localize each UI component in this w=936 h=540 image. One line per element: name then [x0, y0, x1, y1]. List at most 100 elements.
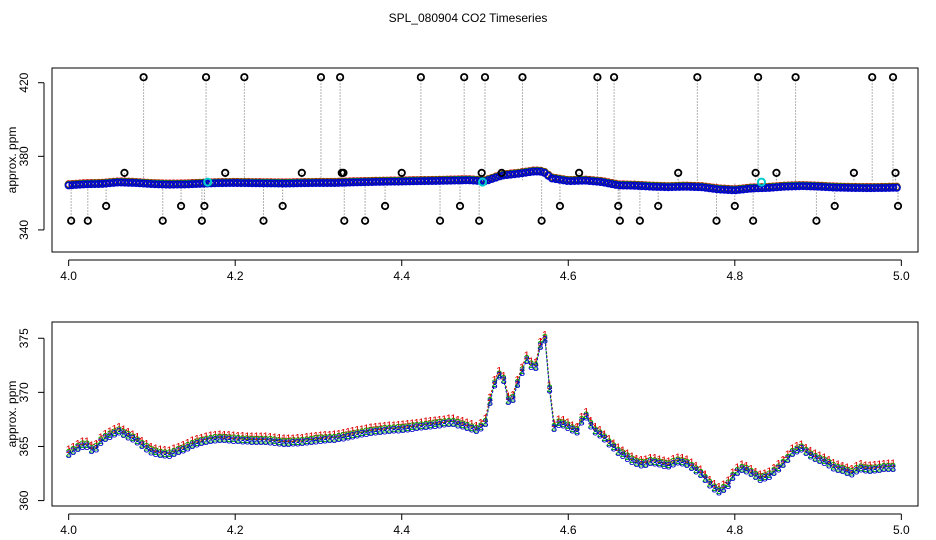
- series-marker: 2: [354, 428, 360, 440]
- series-marker: 3: [230, 435, 236, 447]
- series-marker: 3: [285, 438, 291, 450]
- series-marker: 2: [753, 470, 759, 482]
- series-marker: 3: [189, 440, 195, 452]
- blue-point: [630, 181, 639, 190]
- series-marker: 3: [469, 424, 475, 436]
- series-marker: 1: [98, 432, 104, 444]
- series-marker: 3: [551, 423, 557, 435]
- series-marker: 1: [505, 391, 511, 403]
- series-marker: 1: [148, 441, 154, 453]
- series-marker: 2: [107, 429, 113, 441]
- series-marker: 3: [505, 396, 511, 408]
- series-marker: 3: [459, 421, 465, 433]
- blue-point: [281, 179, 290, 188]
- series-marker: 2: [368, 425, 374, 437]
- series-marker: 2: [789, 446, 795, 458]
- series-marker: 1: [441, 414, 447, 426]
- series-marker: 1: [542, 329, 548, 341]
- blue-point: [360, 178, 369, 187]
- series-marker: 2: [226, 433, 232, 445]
- series-marker: 1: [400, 419, 406, 431]
- series-marker: 2: [656, 457, 662, 469]
- blue-point: [870, 184, 879, 193]
- blue-point: [592, 177, 601, 186]
- blue-point: [555, 175, 564, 184]
- series-marker: 3: [789, 448, 795, 460]
- series-marker: 2: [148, 445, 154, 457]
- blue-point: [735, 185, 744, 194]
- spike-point: [176, 201, 186, 211]
- blue-point: [356, 178, 365, 187]
- series-marker: 2: [867, 463, 873, 475]
- blue-point: [345, 178, 354, 187]
- blue-point: [105, 179, 114, 188]
- blue-point: [173, 180, 182, 189]
- series-marker: 2: [249, 434, 255, 446]
- series-marker: 3: [725, 480, 731, 492]
- series-marker: 2: [606, 437, 612, 449]
- series-marker: 1: [263, 431, 269, 443]
- blue-point: [675, 182, 684, 191]
- blue-point: [619, 181, 628, 190]
- series-marker: 1: [730, 467, 736, 479]
- blue-point: [169, 180, 178, 189]
- series-marker: 3: [775, 463, 781, 475]
- blue-point: [787, 182, 796, 191]
- spike-point: [609, 73, 619, 82]
- series-marker: 3: [711, 483, 717, 495]
- spike-point: [83, 216, 92, 225]
- blue-point: [94, 179, 103, 188]
- series-marker: 1: [821, 452, 827, 464]
- blue-point: [289, 179, 298, 188]
- blue-point: [518, 169, 527, 178]
- blue-point: [825, 183, 834, 192]
- x-axis: 4.0 4.2 4.4 4.6 4.8 5.0: [60, 513, 910, 537]
- series-marker: 3: [212, 434, 218, 446]
- series-marker: 2: [633, 457, 639, 469]
- blue-point: [150, 180, 159, 189]
- series-marker: 2: [276, 436, 282, 448]
- blue-point: [847, 183, 856, 192]
- series-marker: 3: [281, 438, 287, 450]
- x-tick-label: 4.0: [60, 523, 77, 537]
- series-marker: 3: [867, 465, 873, 477]
- series-marker: 1: [350, 426, 356, 438]
- blue-point: [379, 177, 388, 186]
- series-marker: 3: [881, 463, 887, 475]
- series-marker: 2: [327, 433, 333, 445]
- spike-point: [615, 216, 624, 225]
- blue-point: [390, 177, 399, 186]
- spike-point: [201, 73, 211, 82]
- blue-point: [533, 167, 542, 176]
- series-marker: 1: [679, 453, 685, 465]
- series-marker: 2: [130, 432, 136, 444]
- blue-point: [529, 167, 538, 176]
- series-marker: 2: [125, 430, 131, 442]
- series-marker: 1: [345, 427, 351, 439]
- spike-point: [240, 73, 249, 82]
- x-tick-label: 4.8: [726, 269, 743, 283]
- y-tick-label: 380: [17, 146, 31, 166]
- blue-point: [761, 184, 770, 193]
- spike-point: [221, 168, 230, 177]
- series-marker: 1: [359, 424, 365, 436]
- spike-point: [893, 201, 903, 211]
- series-marker: 3: [107, 431, 113, 443]
- blue-point: [364, 178, 373, 187]
- blue-point: [772, 183, 781, 192]
- blue-point: [338, 178, 347, 187]
- series-marker: 1: [313, 430, 319, 442]
- blue-point: [780, 182, 789, 191]
- series-marker: 3: [840, 465, 846, 477]
- series-marker: 3: [862, 465, 868, 477]
- series-marker: 3: [359, 429, 365, 441]
- series-marker: 3: [569, 425, 575, 437]
- series-marker: 3: [382, 425, 388, 437]
- series-marker: 3: [244, 436, 250, 448]
- series-marker: 3: [304, 436, 310, 448]
- series-marker: 3: [253, 436, 259, 448]
- blue-point: [829, 183, 838, 192]
- series-marker: 2: [263, 434, 269, 446]
- series-marker: 3: [180, 445, 186, 457]
- series-marker: 3: [258, 436, 264, 448]
